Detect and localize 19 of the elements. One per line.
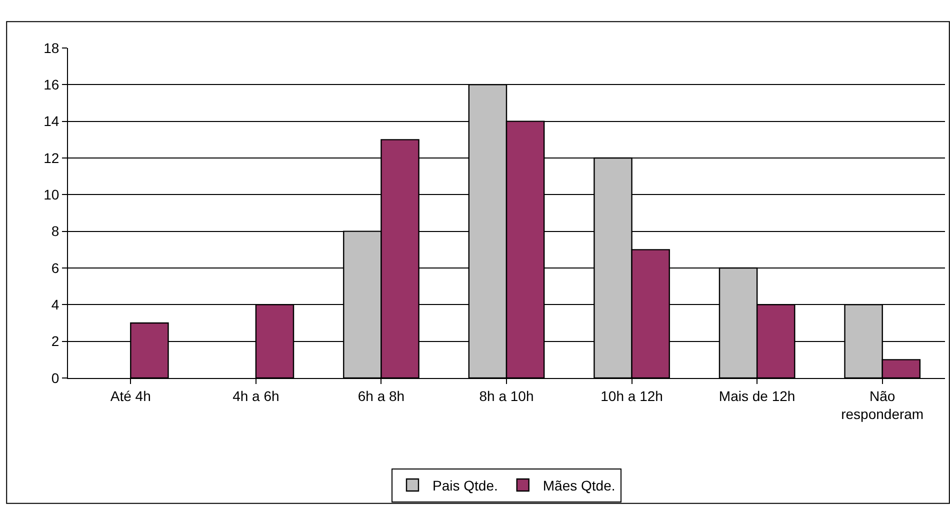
y-tick-label: 12 [44,150,60,166]
y-tick-label: 0 [51,370,60,386]
y-tick-label: 14 [44,113,60,130]
y-tick-label: 4 [51,296,60,313]
y-tick-label: 2 [51,333,60,350]
legend-label: Mães Qtde. [542,477,616,494]
y-tick-label: 18 [44,40,60,56]
y-tick-label: 10 [44,186,60,203]
y-tick-label: 6 [51,260,60,276]
x-tick-label: Até 4h [110,388,151,404]
legend-label: Pais Qtde. [432,477,498,494]
x-tick-label: 8h a 10h [479,388,534,404]
x-tick-label: 6h a 8h [358,388,405,404]
y-tick-label: 8 [51,223,60,240]
x-tick-label: Mais de 12h [718,388,796,404]
x-tick-label: Não responderam [841,388,924,422]
y-tick-label: 16 [44,76,60,93]
x-tick-label: 4h a 6h [232,388,280,404]
x-tick-label: 10h a 12h [600,388,663,404]
